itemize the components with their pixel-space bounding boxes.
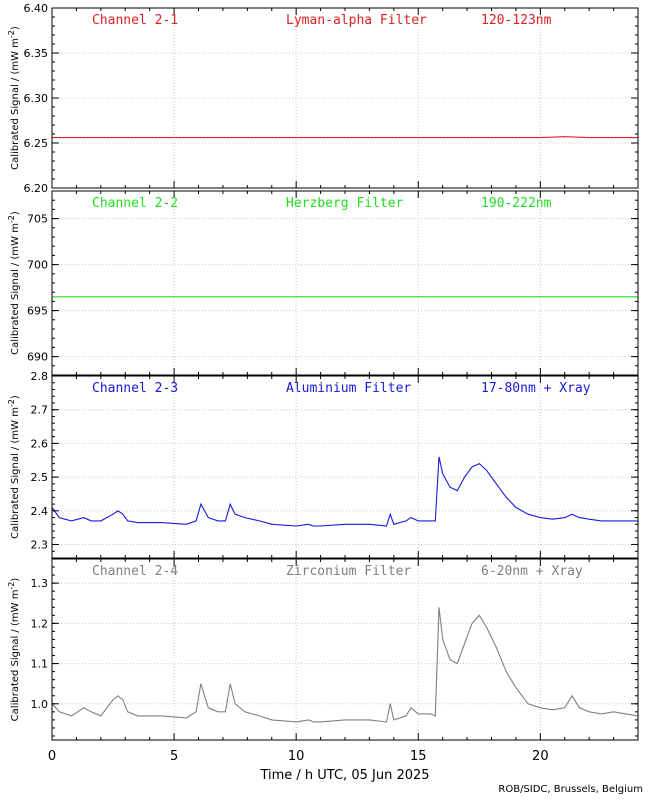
series-line-4 xyxy=(51,607,639,723)
band-label-3: 17-80nm + Xray xyxy=(481,381,591,396)
y-tick-label: 6.25 xyxy=(24,137,49,150)
y-tick-label: 2.8 xyxy=(31,370,49,383)
y-tick-label: 700 xyxy=(27,259,48,272)
channel-label-4: Channel 2-4 xyxy=(92,564,178,579)
x-axis-label: Time / h UTC, 05 Jun 2025 xyxy=(259,768,429,783)
y-tick-label: 705 xyxy=(27,213,48,226)
y-tick-label: 6.20 xyxy=(24,182,49,195)
filter-label-4: Zirconium Filter xyxy=(286,564,411,579)
y-tick-label: 695 xyxy=(27,305,48,318)
y-axis-label: Calibrated Signal / (mW m-2) xyxy=(7,26,21,170)
x-tick-label: 20 xyxy=(532,749,549,764)
y-axis-label-close: ) xyxy=(10,211,21,215)
band-label-2: 190-222nm xyxy=(481,196,552,211)
y-tick-label: 1.1 xyxy=(31,658,49,671)
channel-label-1: Channel 2-1 xyxy=(92,13,178,28)
y-tick-label: 690 xyxy=(27,351,48,364)
filter-label-1: Lyman-alpha Filter xyxy=(286,13,427,28)
y-tick-label: 6.40 xyxy=(24,2,49,15)
channel-label-2: Channel 2-2 xyxy=(92,196,178,211)
panel-frame-3 xyxy=(51,375,639,559)
credit-label: ROB/SIDC, Brussels, Belgium xyxy=(498,784,643,795)
filter-label-3: Aluminium Filter xyxy=(286,381,411,396)
y-tick-label: 6.30 xyxy=(24,92,49,105)
y-axis-label: Calibrated Signal / (mW m-2) xyxy=(7,211,21,355)
y-axis-label-text: Calibrated Signal / (mW m xyxy=(10,407,21,539)
panel-frame-4 xyxy=(51,558,639,741)
series-line-1 xyxy=(52,136,638,139)
y-axis-label-text: Calibrated Signal / (mW m xyxy=(10,590,21,722)
band-label-1: 120-123nm xyxy=(481,13,552,28)
y-tick-label: 2.3 xyxy=(31,539,49,552)
channel-label-3: Channel 2-3 xyxy=(92,381,178,396)
y-tick-label: 2.7 xyxy=(31,404,49,417)
y-axis-label-exponent: -2 xyxy=(7,399,16,407)
y-axis-label: Calibrated Signal / (mW m-2) xyxy=(7,395,21,539)
y-axis-label: Calibrated Signal / (mW m-2) xyxy=(7,578,21,722)
band-label-4: 6-20nm + Xray xyxy=(481,564,583,579)
y-tick-label: 2.4 xyxy=(31,505,49,518)
series-line-3 xyxy=(51,456,638,527)
x-tick-label: 5 xyxy=(170,749,178,764)
y-axis-label-close: ) xyxy=(10,395,21,399)
x-tick-label: 0 xyxy=(48,749,56,764)
y-tick-label: 1.0 xyxy=(31,698,49,711)
y-axis-label-close: ) xyxy=(10,26,21,30)
x-tick-label: 15 xyxy=(410,749,427,764)
y-axis-label-close: ) xyxy=(10,578,21,582)
y-tick-label: 6.35 xyxy=(24,47,49,60)
y-axis-label-exponent: -2 xyxy=(7,582,16,590)
y-tick-label: 2.6 xyxy=(31,437,49,450)
filter-label-2: Herzberg Filter xyxy=(286,196,404,211)
y-axis-label-exponent: -2 xyxy=(7,30,16,38)
x-tick-label: 10 xyxy=(288,749,305,764)
y-axis-label-exponent: -2 xyxy=(7,215,16,223)
y-axis-label-text: Calibrated Signal / (mW m xyxy=(10,38,21,170)
y-tick-label: 1.2 xyxy=(31,617,49,630)
y-axis-label-text: Calibrated Signal / (mW m xyxy=(10,223,21,355)
y-tick-label: 2.5 xyxy=(31,471,49,484)
y-tick-label: 1.3 xyxy=(31,577,49,590)
